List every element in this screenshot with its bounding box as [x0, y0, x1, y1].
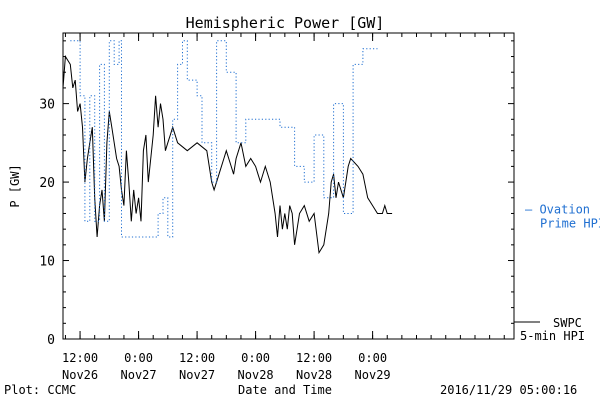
y-tick-label: 10 [39, 255, 55, 270]
x-tick-hour: 12:00 [296, 351, 332, 365]
x-tick-hour: 0:00 [124, 351, 153, 365]
footer-right: 2016/11/29 05:00:16 [440, 383, 577, 397]
x-tick-day: Nov29 [355, 368, 391, 382]
x-tick-day: Nov28 [296, 368, 332, 382]
y-tick-label: 20 [39, 176, 55, 191]
ovation-label-line2: Prime HPI [540, 216, 600, 230]
x-axis-ticks: 12:00 Nov26 0:00 Nov27 12:00 Nov27 0:00 Nov28 12… [62, 33, 505, 382]
y-axis-ticks: 0 10 20 30 [39, 40, 514, 348]
x-tick-day: Nov27 [179, 368, 215, 382]
plot-frame [62, 32, 515, 340]
y-axis-label: P [GW] [8, 164, 22, 207]
x-tick-hour: 0:00 [358, 351, 387, 365]
y-tick-label: 30 [39, 98, 55, 113]
series-layer [62, 40, 393, 255]
x-tick-hour: 12:00 [179, 351, 215, 365]
x-tick-hour: 12:00 [62, 351, 98, 365]
x-tick-day: Nov27 [121, 368, 157, 382]
chart-title: Hemispheric Power [GW] [186, 14, 385, 32]
series-line-1 [70, 40, 378, 238]
x-tick-day: Nov26 [62, 368, 98, 382]
swpc-label-line1: SWPC [553, 316, 582, 330]
ovation-label-line1: — Ovation [525, 202, 590, 216]
x-tick-day: Nov28 [238, 368, 274, 382]
swpc-label-line2: 5-min HPI [520, 329, 585, 343]
x-tick-hour: 0:00 [241, 351, 270, 365]
y-tick-label: 0 [47, 333, 55, 348]
series-line-0 [62, 54, 393, 255]
footer-left: Plot: CCMC [4, 383, 76, 397]
x-axis-label: Date and Time [238, 383, 332, 397]
